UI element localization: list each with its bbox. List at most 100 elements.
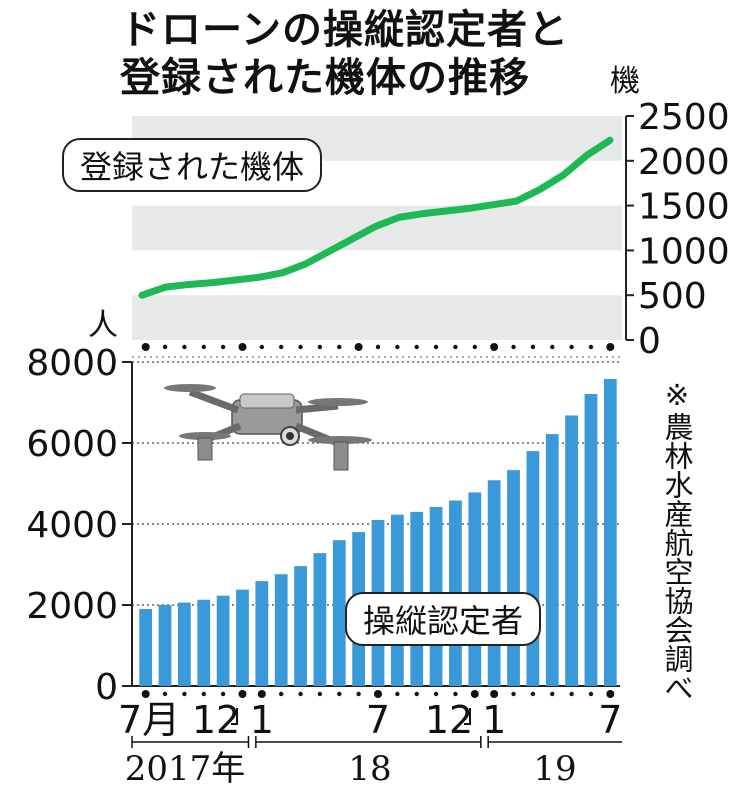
x-tick-label: 7月 xyxy=(118,698,180,742)
bar xyxy=(545,434,559,686)
x-tick-label: 1 xyxy=(482,698,506,742)
x-axis-dot xyxy=(530,691,536,697)
x-axis-dot xyxy=(470,690,479,698)
x-axis-dot xyxy=(490,690,499,698)
divider-dot xyxy=(511,344,516,350)
divider-dot xyxy=(317,344,323,350)
divider-dot xyxy=(569,344,574,350)
bar xyxy=(158,605,172,686)
x-axis-dot xyxy=(201,691,206,697)
divider-dot xyxy=(414,344,419,350)
line-series-label: 登録された機体 xyxy=(62,138,323,192)
divider-dot xyxy=(472,344,477,350)
x-axis-dot xyxy=(257,690,266,698)
divider-dot xyxy=(298,344,303,350)
bar-y-tick-label: 8000 xyxy=(26,343,118,384)
bar-series-label: 操縦認定者 xyxy=(345,592,542,646)
x-axis-dot xyxy=(374,690,382,698)
x-axis-dot xyxy=(453,691,458,697)
source-note: ※農林水産航空協会調べ xyxy=(660,378,694,702)
year-label: 18 xyxy=(348,749,391,789)
x-axis-dot xyxy=(395,691,400,697)
divider-dot xyxy=(182,344,187,350)
x-axis-dot xyxy=(414,691,419,697)
x-axis-dot xyxy=(511,691,516,697)
x-axis-dot xyxy=(317,691,323,697)
x-tick-label: 12 xyxy=(192,698,240,742)
bar xyxy=(487,480,501,686)
line-unit-label: 機 xyxy=(610,64,640,99)
bar xyxy=(468,492,482,686)
chart-divider-dots xyxy=(132,343,622,358)
x-tick-label: 7 xyxy=(366,698,390,742)
divider-dot xyxy=(238,343,247,351)
x-axis-dot xyxy=(569,691,574,697)
divider-dot xyxy=(259,344,265,350)
divider-dot xyxy=(395,344,400,350)
x-axis-dot xyxy=(606,690,615,698)
title-line-2: 登録された機体の推移 xyxy=(120,55,530,101)
bar xyxy=(236,589,249,686)
divider-dot xyxy=(201,344,206,350)
divider-dot xyxy=(337,344,342,350)
bar xyxy=(178,602,191,686)
chart-title: ドローンの操縦認定者と 登録された機体の推移 xyxy=(120,6,569,102)
bar-unit-label: 人 xyxy=(88,308,118,343)
divider-dot xyxy=(433,344,439,350)
x-axis-dot xyxy=(298,691,303,697)
x-axis-dot xyxy=(433,691,439,697)
divider-dot xyxy=(530,344,536,350)
divider-dot xyxy=(162,344,168,350)
title-line-1: ドローンの操縦認定者と xyxy=(120,7,569,53)
line-y-tick-label: 1500 xyxy=(638,187,730,228)
year-label: 19 xyxy=(533,749,576,789)
line-y-tick-label: 1000 xyxy=(638,231,730,272)
line-series-path xyxy=(138,136,614,299)
x-tick-label: 7 xyxy=(598,698,622,742)
x-axis-dot xyxy=(279,691,284,697)
divider-dot xyxy=(550,344,555,350)
bar xyxy=(255,581,269,686)
bar xyxy=(332,540,346,686)
bar-y-tick-label: 0 xyxy=(95,667,118,708)
divider-dot xyxy=(354,343,363,351)
x-tick-label: 1 xyxy=(250,698,274,742)
bar xyxy=(197,599,211,686)
line-y-tick-label: 500 xyxy=(638,276,707,317)
bar xyxy=(526,451,540,686)
x-axis-dot xyxy=(220,691,226,697)
divider-dot xyxy=(588,344,594,350)
x-axis-dot xyxy=(588,691,594,697)
line-y-tick-label: 2500 xyxy=(638,97,730,138)
bar xyxy=(584,393,598,686)
line-y-tick-label: 2000 xyxy=(638,142,730,183)
bar-y-tick-label: 6000 xyxy=(26,424,118,465)
x-axis-dot xyxy=(162,691,168,697)
bar-y-tick-label: 2000 xyxy=(26,586,118,627)
divider-dot xyxy=(490,343,499,351)
drone-illustration xyxy=(164,384,372,471)
x-axis-dot xyxy=(356,691,361,697)
divider-dot xyxy=(220,344,226,350)
divider-dot xyxy=(453,344,458,350)
bar xyxy=(139,609,153,686)
divider-dot xyxy=(141,343,150,351)
x-axis-dot xyxy=(550,691,555,697)
divider-dot xyxy=(606,343,615,351)
divider-dot xyxy=(375,344,381,350)
bar xyxy=(294,566,307,686)
bar-y-tick-label: 4000 xyxy=(26,505,118,546)
x-axis-dot xyxy=(238,690,247,698)
year-label: 2017年 xyxy=(125,749,246,789)
divider-dot xyxy=(279,344,284,350)
x-axis-dot xyxy=(182,691,187,697)
bar xyxy=(603,379,617,686)
line-chart-series xyxy=(138,136,614,299)
bar xyxy=(507,470,520,686)
bar xyxy=(313,553,327,686)
year-end-bracket xyxy=(464,708,471,725)
x-axis-dot xyxy=(141,690,150,698)
bar xyxy=(216,595,230,686)
